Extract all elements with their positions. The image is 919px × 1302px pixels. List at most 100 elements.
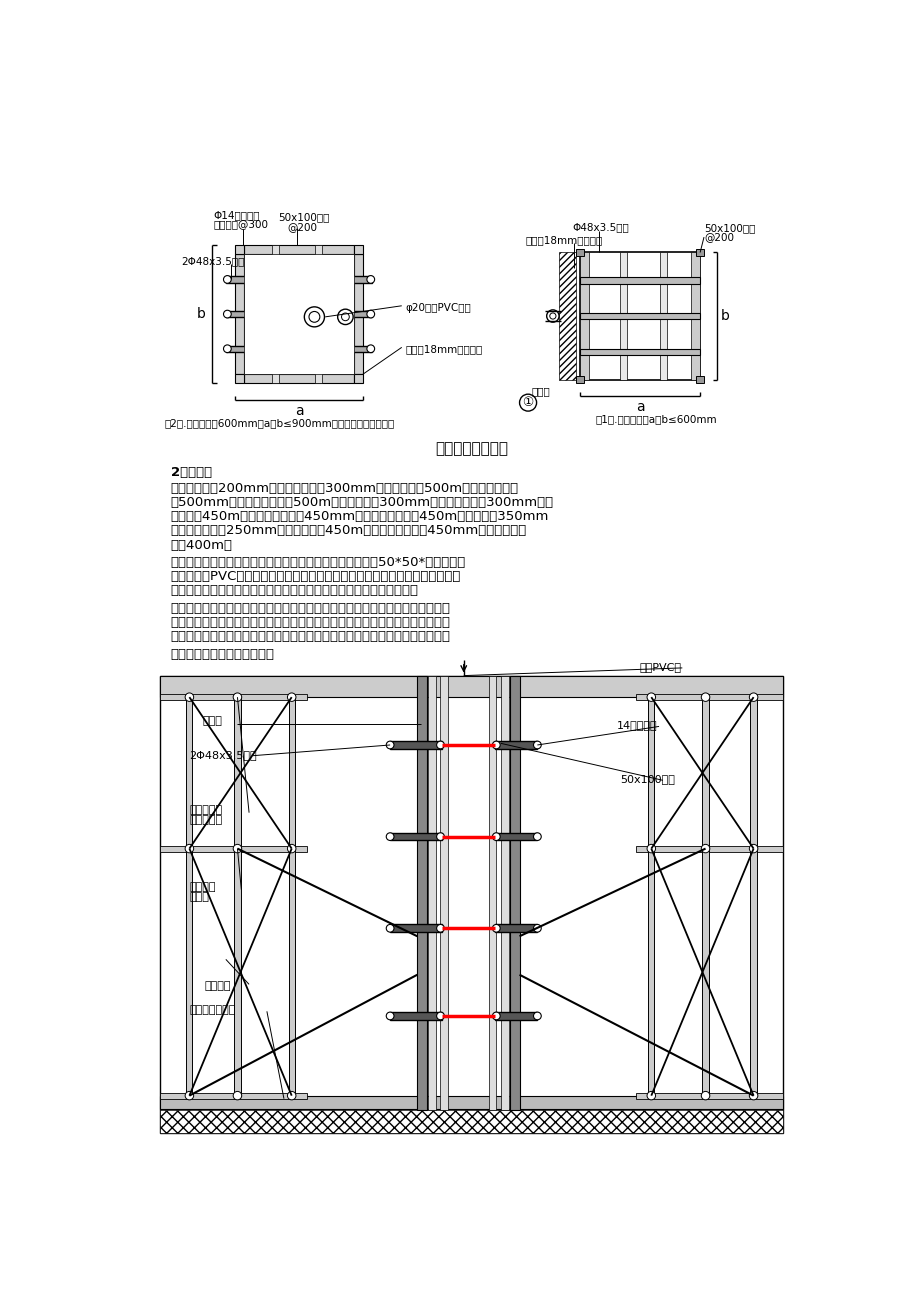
Text: 模板安装完毕应检查一遍螺栓、斜撑是否牢固，模板拼缝以及底边是否严密，特: 模板安装完毕应检查一遍螺栓、斜撑是否牢固，模板拼缝以及底边是否严密，特 [171, 616, 450, 629]
Bar [690, 253, 699, 380]
Bar [235, 254, 244, 374]
Bar [244, 254, 353, 374]
Text: 向为400m。: 向为400m。 [171, 539, 233, 552]
Bar [427, 676, 436, 1109]
Circle shape [233, 845, 242, 853]
Text: 架立杆: 架立杆 [189, 892, 209, 902]
Bar [235, 374, 244, 383]
Circle shape [233, 1091, 242, 1100]
Text: 14对拉螺杆: 14对拉螺杆 [616, 720, 656, 730]
Circle shape [533, 1012, 540, 1019]
Text: 柱模板支模示意图: 柱模板支模示意图 [435, 441, 507, 456]
Text: Φ48x3.5钢管: Φ48x3.5钢管 [572, 221, 629, 232]
Bar [575, 376, 584, 383]
Bar [494, 924, 537, 932]
Circle shape [223, 345, 231, 353]
Circle shape [437, 1012, 444, 1019]
Bar [635, 845, 782, 852]
Bar [244, 374, 353, 383]
Text: 别是门窗洞边的模板应加强支撑，防止洞口跑模，每片墙对拉对顶撑至少两道。: 别是门窗洞边的模板应加强支撑，防止洞口跑模，每片墙对拉对顶撑至少两道。 [171, 630, 450, 643]
Bar [160, 694, 307, 700]
Circle shape [437, 741, 444, 749]
Bar [494, 741, 537, 749]
Bar [353, 374, 363, 383]
Bar [225, 311, 372, 318]
Circle shape [185, 693, 194, 702]
Circle shape [386, 924, 393, 932]
Bar [160, 1096, 782, 1109]
Bar [390, 924, 441, 932]
Circle shape [533, 924, 540, 932]
Bar [390, 741, 441, 749]
Bar [488, 676, 495, 1109]
Text: 2Φ48x3.5钢管: 2Φ48x3.5钢管 [189, 750, 256, 759]
Text: 垫块和硬质PVC套管。有门窗洞口的墙体，宜先安好一侧模板，待弹好门窗洞口: 垫块和硬质PVC套管。有门窗洞口的墙体，宜先安好一侧模板，待弹好门窗洞口 [171, 570, 460, 583]
Circle shape [519, 395, 536, 411]
Text: 为500mm，螺杆间距横向为500m；内墙厚度为300mm的，内楞间距为300mm，外: 为500mm，螺杆间距横向为500m；内墙厚度为300mm的，内楞间距为300m… [171, 496, 553, 509]
Circle shape [223, 276, 231, 284]
Bar [702, 697, 708, 1096]
Bar [579, 312, 699, 319]
Bar [510, 676, 519, 1109]
Text: 竖向间距@300: 竖向间距@300 [213, 219, 268, 229]
Bar [315, 245, 322, 383]
Bar [353, 254, 363, 374]
Circle shape [341, 312, 349, 320]
Bar [648, 697, 653, 1096]
Circle shape [185, 845, 194, 853]
Circle shape [304, 307, 324, 327]
Text: 硬质PVC管: 硬质PVC管 [639, 661, 681, 672]
Bar [160, 845, 307, 852]
Text: @200: @200 [703, 233, 733, 242]
Text: 钢管脚手: 钢管脚手 [189, 881, 216, 892]
Circle shape [437, 924, 444, 932]
Text: 的，内楞间距为250mm，外楞间距为450m，螺杆间距纵向为450mm，螺杆间距横: 的，内楞间距为250mm，外楞间距为450m，螺杆间距纵向为450mm，螺杆间距… [171, 525, 527, 538]
Text: 〈1〉.截面尺寸：a、b≤600mm: 〈1〉.截面尺寸：a、b≤600mm [595, 414, 716, 424]
Bar [619, 253, 626, 380]
Circle shape [287, 1091, 296, 1100]
Bar [579, 349, 699, 354]
Bar [579, 253, 589, 380]
Text: ①: ① [522, 396, 533, 409]
Bar [575, 249, 584, 256]
Text: @200: @200 [288, 221, 317, 232]
Circle shape [546, 310, 559, 322]
Text: b: b [197, 307, 205, 322]
Circle shape [700, 693, 709, 702]
Text: 50x100木枋: 50x100木枋 [703, 223, 754, 233]
Text: 钢筋混凝土底板: 钢筋混凝土底板 [189, 1005, 235, 1016]
Text: b: b [720, 309, 729, 323]
Circle shape [287, 693, 296, 702]
Text: 钢管斜撑: 钢管斜撑 [205, 980, 232, 991]
Bar [660, 253, 666, 380]
Circle shape [492, 833, 500, 841]
Bar [234, 697, 240, 1096]
Bar [494, 833, 537, 841]
Text: 按照放线位置进行模板安装，边安装边插入穿墙螺栓、50*50*墙厚混凝土: 按照放线位置进行模板安装，边安装边插入穿墙螺栓、50*50*墙厚混凝土 [171, 556, 466, 569]
Bar [160, 676, 782, 1133]
Bar [289, 697, 294, 1096]
Bar [750, 697, 756, 1096]
Circle shape [533, 833, 540, 841]
Bar [579, 253, 699, 380]
Text: φ20硬质PVC套管: φ20硬质PVC套管 [405, 303, 471, 312]
Bar [390, 833, 441, 841]
Circle shape [185, 1091, 194, 1100]
Circle shape [337, 309, 353, 324]
Bar [160, 1092, 307, 1099]
Circle shape [386, 1012, 393, 1019]
Text: Φ14对拉螺杆: Φ14对拉螺杆 [213, 210, 260, 220]
Text: 水平杆顶撑: 水平杆顶撑 [189, 815, 222, 825]
Bar [501, 676, 508, 1109]
Bar [160, 1109, 782, 1133]
Circle shape [223, 310, 231, 318]
Text: 楞间距为450m，螺杆间距纵向为450mm，螺杆间距横向为450m；墙厚度为350mm: 楞间距为450m，螺杆间距纵向为450mm，螺杆间距横向为450m；墙厚度为35… [171, 510, 549, 523]
Text: 50x100木枋: 50x100木枋 [619, 775, 675, 784]
Circle shape [748, 693, 757, 702]
Circle shape [748, 1091, 757, 1100]
Text: 钢管脚手架: 钢管脚手架 [189, 805, 222, 815]
Circle shape [492, 924, 500, 932]
Bar [696, 376, 703, 383]
Circle shape [533, 741, 540, 749]
Bar [494, 1012, 537, 1019]
